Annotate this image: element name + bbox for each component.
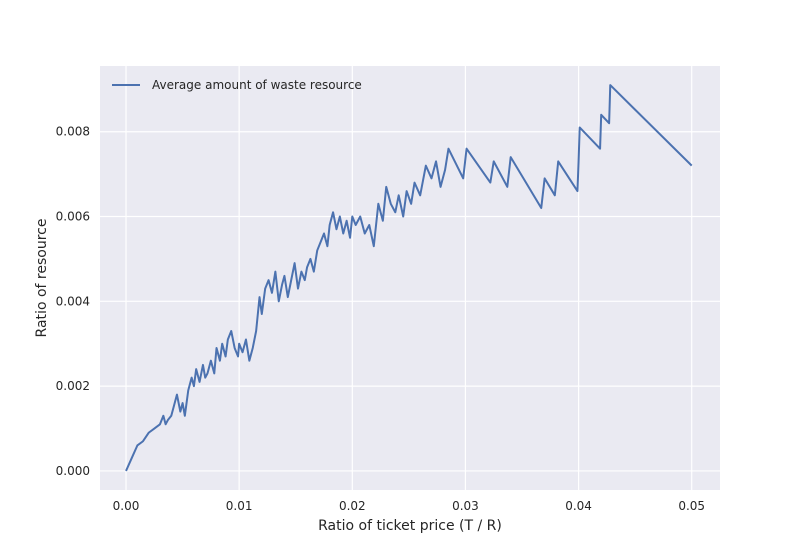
y-axis-label: Ratio of resource <box>34 219 50 338</box>
y-tick-label: 0.004 <box>56 294 90 308</box>
x-tick-label: 0.04 <box>565 499 592 513</box>
legend-label: Average amount of waste resource <box>152 78 362 92</box>
legend: Average amount of waste resource <box>112 78 362 92</box>
y-tick-label: 0.002 <box>56 379 90 393</box>
x-axis-label: Ratio of ticket price (T / R) <box>318 518 502 534</box>
x-tick-label: 0.05 <box>678 499 705 513</box>
x-tick-label: 0.00 <box>113 499 140 513</box>
x-tick-label: 0.03 <box>452 499 479 513</box>
y-tick-label: 0.000 <box>56 464 90 478</box>
y-tick-label: 0.006 <box>56 210 90 224</box>
x-tick-label: 0.02 <box>339 499 366 513</box>
gridlines <box>100 66 720 490</box>
plot-area <box>100 66 720 490</box>
y-tick-label: 0.008 <box>56 125 90 139</box>
tick-labels: 0.00 0.01 0.02 0.03 0.04 0.05 0.000 0.002 0.004 0… <box>56 125 705 513</box>
x-tick-label: 0.01 <box>226 499 253 513</box>
series-line-waste-resource <box>125 84 693 472</box>
